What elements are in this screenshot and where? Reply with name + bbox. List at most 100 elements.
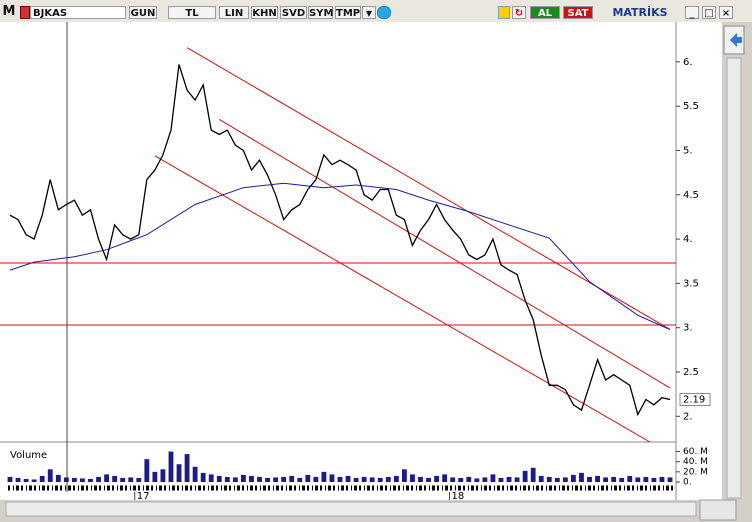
volume-bar xyxy=(321,471,327,482)
y-tick-label: 4. xyxy=(683,234,693,245)
toolbar-button[interactable]: TMP xyxy=(335,6,361,19)
toolbar-button[interactable]: SYM xyxy=(308,6,334,19)
volume-bar xyxy=(393,475,399,482)
volume-bar xyxy=(136,477,142,482)
symbol-input[interactable]: BJKAS xyxy=(30,6,126,19)
volume-bar xyxy=(184,454,190,482)
volume-bar xyxy=(418,476,423,482)
volume-bar xyxy=(562,477,568,482)
volume-bar xyxy=(506,476,512,482)
volume-bar xyxy=(410,474,415,482)
logo: M xyxy=(2,4,16,19)
sell-button[interactable]: SAT xyxy=(563,6,593,19)
volume-bar xyxy=(426,477,431,482)
toolbar-button[interactable]: KHN xyxy=(251,6,278,19)
buy-button[interactable]: AL xyxy=(530,6,560,19)
x-tick-label: 17 xyxy=(137,491,150,502)
volume-bar xyxy=(595,475,600,482)
volume-bar xyxy=(627,475,633,482)
toolbar-button[interactable]: TL xyxy=(168,6,216,19)
trend-channel xyxy=(186,47,671,330)
y-tick-label: 3.5 xyxy=(683,278,699,289)
volume-tick-label: 0. xyxy=(683,478,692,488)
volume-bar xyxy=(128,477,134,482)
price-line xyxy=(9,64,671,417)
volume-tick-label: 40. M xyxy=(683,457,708,467)
volume-bar xyxy=(192,466,198,482)
volume-bar xyxy=(80,478,85,482)
volume-tick-label: 60. M xyxy=(683,447,708,457)
toolbar-button[interactable]: SVD xyxy=(280,6,307,19)
volume-bar xyxy=(273,477,279,482)
refresh-button[interactable]: ↻ xyxy=(512,6,526,19)
volume-bar xyxy=(88,478,93,482)
volume-bar xyxy=(490,474,496,482)
last-price-box xyxy=(679,392,711,406)
volume-bar xyxy=(458,477,464,482)
sync-button[interactable] xyxy=(699,499,737,521)
volume-bar xyxy=(289,475,295,482)
maximize[interactable]: □ xyxy=(702,6,716,19)
volume-bar xyxy=(249,475,254,482)
alert-button[interactable] xyxy=(498,6,510,19)
volume-bar xyxy=(71,477,77,482)
y-tick-label: 3. xyxy=(683,323,693,334)
volume-bar xyxy=(369,477,375,482)
volume-bar xyxy=(361,476,367,482)
volume-bar xyxy=(104,474,109,482)
volume-bar xyxy=(377,477,383,482)
volume-bar xyxy=(514,477,520,482)
volume-bar xyxy=(63,477,69,482)
scrollbar[interactable] xyxy=(5,501,697,517)
volume-bar xyxy=(176,464,182,482)
volume-bar xyxy=(619,477,625,482)
volume-bar xyxy=(160,469,166,482)
volume-bar xyxy=(498,477,504,482)
volume-bar xyxy=(611,476,617,482)
toolbar-button[interactable]: LIN xyxy=(219,6,249,19)
volume-bar xyxy=(401,469,407,482)
volume-bar xyxy=(232,477,238,482)
close[interactable]: × xyxy=(719,6,733,19)
volume-label: Volume xyxy=(10,450,47,461)
volume-bar xyxy=(651,477,657,482)
y-tick-label: 2.5 xyxy=(683,367,699,378)
toolbar-button[interactable]: GUN xyxy=(129,6,157,19)
volume-bar xyxy=(257,476,262,482)
volume-bar xyxy=(200,472,206,482)
toolbar: M BJKAS GUN TL LIN KHN SVD SYM TMP ▼ ↻ AL SAT … xyxy=(0,0,752,23)
volume-bar xyxy=(112,475,118,482)
volume-bar xyxy=(450,477,456,482)
volume-bar xyxy=(120,477,126,482)
dropdown[interactable]: ▼ xyxy=(362,6,376,19)
last-price-label: 2.19 xyxy=(683,394,705,405)
minimize[interactable]: _ xyxy=(685,6,699,19)
volume-bar xyxy=(434,475,439,482)
side-scrollbar[interactable] xyxy=(726,57,742,499)
volume-bar xyxy=(55,474,61,482)
volume-bar xyxy=(385,476,391,482)
close-symbol[interactable] xyxy=(20,6,30,19)
volume-bar xyxy=(23,478,29,482)
volume-bar xyxy=(208,474,214,482)
volume-bar xyxy=(474,478,480,482)
volume-bar xyxy=(353,477,359,482)
volume-bar xyxy=(643,476,649,482)
volume-bar xyxy=(522,470,528,482)
volume-bar xyxy=(144,459,150,482)
volume-bar xyxy=(7,476,13,482)
volume-tick-label: 20. M xyxy=(683,467,708,477)
volume-bar xyxy=(482,477,488,482)
volume-bar xyxy=(530,467,536,482)
volume-bar xyxy=(47,469,53,482)
x-tick-label: 18 xyxy=(451,491,464,502)
y-tick-label: 5. xyxy=(683,145,693,156)
volume-bar xyxy=(571,474,576,482)
volume-bar xyxy=(39,475,45,482)
volume-bar xyxy=(442,474,448,482)
volume-bar xyxy=(241,474,246,482)
volume-bar xyxy=(579,472,584,482)
volume-bar xyxy=(546,476,552,482)
twitter-button[interactable] xyxy=(377,6,391,19)
